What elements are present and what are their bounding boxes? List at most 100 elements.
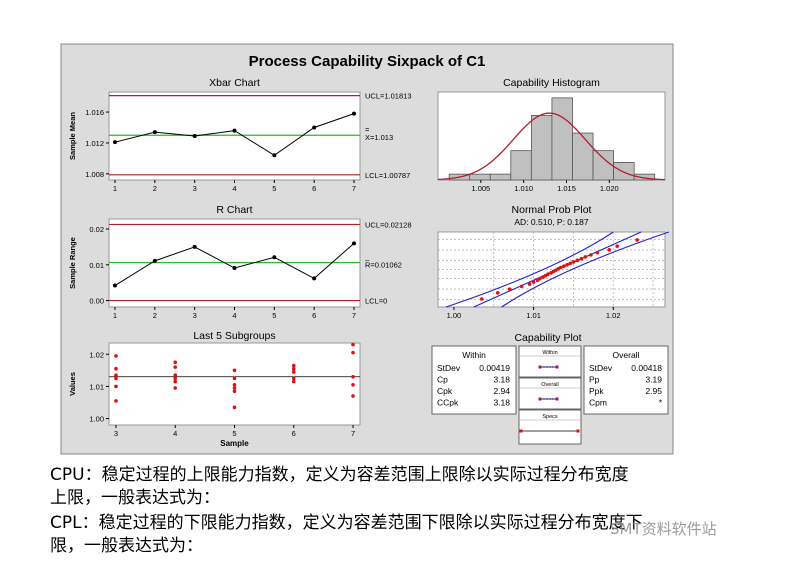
specs-mini-label: Specs — [542, 414, 558, 420]
last5-point — [114, 373, 118, 377]
rchart-point — [152, 258, 157, 263]
last5-point — [114, 376, 118, 381]
within-row-label: Cpk — [437, 386, 453, 396]
within-heading: Within — [462, 350, 486, 360]
overall-mini-end-left — [538, 397, 542, 401]
xbar-point — [192, 134, 197, 138]
histogram-bar — [633, 173, 656, 181]
last5-point — [351, 350, 355, 355]
normprob-point — [579, 256, 584, 261]
figure-title: Process Capability Sixpack of C1 — [249, 53, 486, 70]
normprob-ci-lower — [445, 231, 614, 308]
rchart-title: R Chart — [216, 204, 252, 216]
last5-title: Last 5 Subgroups — [193, 330, 275, 342]
last5-point — [173, 360, 178, 365]
normprob-point — [565, 262, 569, 267]
histogram-title: Capability Histogram — [503, 77, 600, 89]
rchart-point — [192, 244, 197, 249]
overall-mini-dot — [549, 398, 551, 400]
last5-point — [232, 383, 237, 387]
overall-row-label: StDev — [589, 363, 613, 373]
normprob-point — [546, 272, 550, 277]
normprob-ci-upper — [501, 231, 670, 308]
rchart-point — [232, 266, 237, 271]
rchart-center-bar: _ — [364, 253, 370, 262]
overall-mini-box — [518, 377, 582, 410]
xbar-xtick-label: 7 — [352, 184, 356, 193]
xbar-lcl-label: LCL=1.00787 — [365, 171, 410, 180]
within-row-label: StDev — [437, 363, 461, 373]
histogram-bar — [510, 150, 532, 181]
normprob-point — [519, 284, 524, 289]
overall-mini-dot — [552, 398, 554, 400]
overall-mini-dot — [546, 398, 548, 400]
normprob-point — [562, 264, 566, 268]
histogram-bar — [530, 115, 553, 181]
rchart-chart: R Chart 0.00 0.01 0.02 1 2 3 4 5 6 7 Sample Range UC… — [68, 204, 412, 320]
normprob-xtick-label: 1.02 — [606, 311, 621, 320]
normprob-point — [538, 276, 542, 281]
rchart-ylabel: Sample Range — [68, 237, 77, 289]
overall-row-value: * — [659, 398, 663, 408]
normprob-point — [571, 260, 576, 264]
watermark: SMT资料软件站 — [610, 520, 717, 538]
xbar-chart: Xbar Chart 1.008 1.012 1.016 1 2 3 4 5 6 7 Sample M… — [68, 77, 412, 193]
xbar-title: Xbar Chart — [209, 77, 260, 89]
within-mini-dot — [555, 366, 557, 368]
rchart-point — [112, 283, 117, 288]
xbar-point — [272, 153, 277, 158]
xbar-point — [232, 128, 237, 133]
rchart-ytick-label: 0.02 — [89, 225, 104, 234]
normprob-point — [507, 287, 512, 291]
normprob-point — [607, 248, 612, 252]
last5-point — [173, 373, 178, 377]
xbar-center-bar: = — [365, 125, 370, 134]
xbar-xtick-label: 2 — [153, 184, 157, 193]
histogram-chart: Capability Histogram 1.005 1.010 1.015 1.020 — [437, 77, 666, 193]
caption-cpl-line2: 限，一般表达式为： — [50, 536, 203, 556]
rchart-ucl-label: UCL=0.02128 — [365, 220, 412, 229]
normprob-point — [558, 265, 563, 270]
last5-point — [351, 394, 355, 398]
caption-cpu-line2: 上限，一般表达式为： — [50, 488, 220, 508]
histogram-bar — [613, 161, 635, 181]
rchart-xtick-label: 2 — [153, 311, 157, 320]
within-mini-end-left — [538, 365, 542, 369]
overall-box — [583, 345, 669, 415]
last5-point — [351, 383, 355, 387]
normprob-point — [589, 253, 593, 257]
rchart-ytick-label: 0.00 — [89, 297, 104, 306]
last5-ytick-label: 1.02 — [89, 350, 104, 359]
last5-point — [291, 366, 296, 371]
normprob-point — [635, 238, 639, 242]
last5-xtick-label: 7 — [351, 429, 355, 438]
last5-xlabel: Sample — [220, 439, 249, 448]
last5-point — [232, 389, 237, 394]
within-mini-label: Within — [542, 350, 557, 356]
normprob-point — [495, 291, 500, 295]
normprob-point — [527, 282, 532, 286]
last5-point — [291, 379, 296, 384]
rchart-lcl-label: LCL=0 — [365, 297, 387, 306]
xbar-ylabel: Sample Mean — [68, 112, 77, 160]
xbar-point — [312, 125, 317, 130]
within-mini-dot — [552, 366, 554, 368]
xbar-xtick-label: 5 — [272, 184, 276, 193]
histogram-xtick-label: 1.015 — [557, 184, 576, 193]
normprob-point — [583, 255, 588, 259]
normprob-point — [531, 280, 536, 284]
histogram-bar — [489, 173, 512, 181]
histogram-xtick-label: 1.005 — [471, 184, 490, 193]
last5-point — [114, 399, 118, 403]
overall-row-value: 3.19 — [645, 375, 662, 385]
within-row-label: Cp — [437, 375, 448, 385]
xbar-xtick-label: 6 — [312, 184, 316, 193]
last5-chart: Last 5 Subgroups 1.00 1.01 1.02 3 4 5 6 7 Sample V… — [68, 330, 361, 448]
last5-ytick-label: 1.00 — [89, 415, 104, 424]
rchart-xtick-label: 7 — [352, 311, 356, 320]
xbar-center-label: X=1.013 — [365, 133, 393, 142]
xbar-xtick-label: 3 — [193, 184, 197, 193]
